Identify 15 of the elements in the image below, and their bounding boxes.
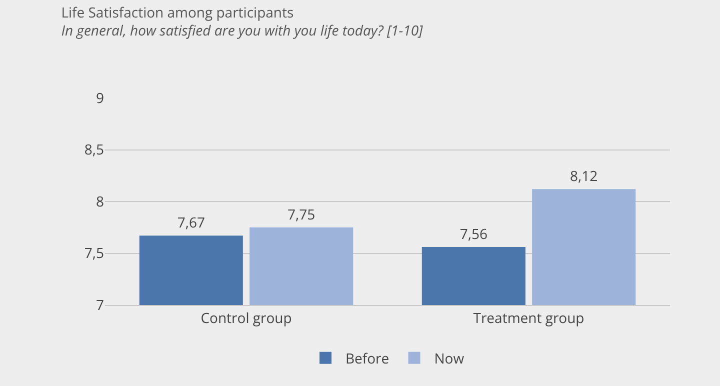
data-label: 7,75 — [288, 205, 316, 224]
chart-title: Life Satisfaction among participants — [61, 3, 294, 22]
chart-subtitle: In general, how satisfied are you with you life today? [1-10] — [61, 22, 424, 41]
y-tick-label: 9 — [96, 88, 104, 108]
legend-label: Before — [346, 349, 390, 368]
data-label: 7,67 — [177, 214, 205, 233]
y-tick-label: 7 — [96, 296, 104, 315]
y-tick-label: 8 — [96, 192, 104, 212]
data-label: 8,12 — [570, 167, 598, 186]
x-tick-label: Treatment group — [473, 308, 584, 328]
data-label: 7,56 — [460, 225, 488, 244]
y-tick-label: 7,5 — [84, 244, 104, 264]
y-tick-label: 8,5 — [84, 140, 104, 160]
x-tick-label: Control group — [200, 308, 292, 328]
legend-label: Now — [434, 349, 464, 368]
